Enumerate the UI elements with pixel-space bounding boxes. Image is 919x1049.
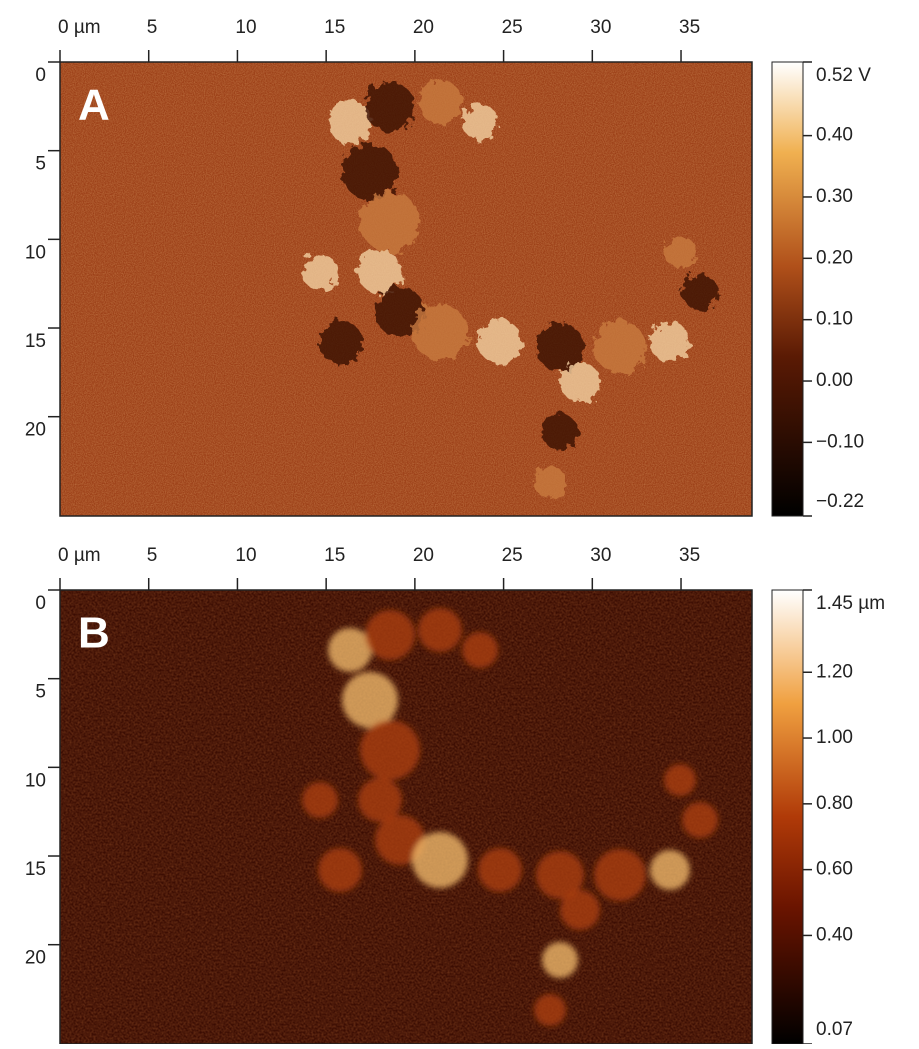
x-tick-label: 25 [502,17,523,38]
blob [360,192,420,252]
blob [478,848,522,892]
y-tick-label: 0 [35,65,46,86]
blob [542,942,578,978]
panel-label: B [78,609,110,658]
image-frame [59,61,753,517]
blob [536,323,584,371]
x-tick-label: 10 [235,545,256,566]
x-tick-label: 5 [147,17,158,38]
blob [462,632,498,668]
x-tick-label: 15 [324,545,345,566]
colorbar-tick-label: −0.10 [816,431,864,452]
colorbar-tick-label: 0.10 [816,309,853,330]
blob [375,287,425,337]
colorbar-tick-label: 1.20 [816,661,853,682]
blob [375,815,425,865]
x-tick-label: 25 [502,545,523,566]
blob [664,236,696,268]
colorbar-tick-label: 0.80 [816,793,853,814]
x-tick-label: 30 [590,17,611,38]
colorbar-tick-label: 1.00 [816,727,853,748]
blob [534,994,566,1026]
colorbar-tick-label: 0.40 [816,924,853,945]
x-tick-label: 30 [590,545,611,566]
panel-label: A [78,81,110,130]
structure [302,608,718,1026]
x-tick-label: 5 [147,545,158,566]
colorbar-tick-label: 0.30 [816,186,853,207]
colorbar-tick-label: 1.45 µm [816,593,885,614]
blob [412,304,468,360]
blob [328,100,372,144]
blob [560,890,600,930]
structure [302,80,718,498]
blob [342,672,398,728]
y-tick-label: 15 [25,859,46,880]
blob [462,104,498,140]
blob [365,610,415,660]
blob [650,850,690,890]
blob [664,764,696,796]
colorbar-tick-label: −0.22 [816,491,864,512]
blob [358,250,402,294]
x-tick-label: 0 µm [58,17,101,38]
y-tick-label: 5 [35,154,46,175]
x-tick-label: 10 [235,17,256,38]
colorbar-tick-label: 0.52 V [816,65,871,86]
blob [358,778,402,822]
blob [418,80,462,124]
y-tick-label: 5 [35,682,46,703]
x-tick-label: 20 [413,545,434,566]
blob [342,144,398,200]
blob [542,414,578,450]
blob [478,320,522,364]
blob [412,832,468,888]
blob [318,320,362,364]
blob [302,782,338,818]
blob [360,720,420,780]
blob [594,321,646,373]
colorbar [771,589,804,1045]
blob [650,322,690,362]
blob [682,274,718,310]
blob [534,466,566,498]
panel-a: A 0 µm 5 10 15 20 25 30 35 0 5 10 15 20 0.52 V 0.40 0.3… [25,17,871,517]
y-tick-label: 10 [25,770,46,791]
blob [418,608,462,652]
colorbar-tick-label: 0.00 [816,370,853,391]
colorbar-tick-label: 0.07 [816,1019,853,1040]
x-tick-label: 20 [413,17,434,38]
x-tick-label: 15 [324,17,345,38]
colorbar [771,61,804,517]
blob [318,848,362,892]
y-tick-label: 20 [25,948,46,969]
blob [560,362,600,402]
blob [328,628,372,672]
blob [594,849,646,901]
colorbar-tick-label: 0.40 [816,125,853,146]
blob [302,254,338,290]
blob [365,82,415,132]
colorbar-tick-label: 0.60 [816,859,853,880]
blob [536,851,584,899]
x-tick-label: 0 µm [58,545,101,566]
y-tick-label: 0 [35,593,46,614]
blob [682,802,718,838]
panel-b: B 0 µm 5 10 15 20 25 30 35 0 5 10 15 20 1.45 µm 1.20 1.… [25,545,885,1045]
x-tick-label: 35 [679,545,700,566]
x-tick-label: 35 [679,17,700,38]
y-tick-label: 20 [25,420,46,441]
colorbar-tick-label: 0.20 [816,247,853,268]
y-tick-label: 15 [25,331,46,352]
y-tick-label: 10 [25,242,46,263]
